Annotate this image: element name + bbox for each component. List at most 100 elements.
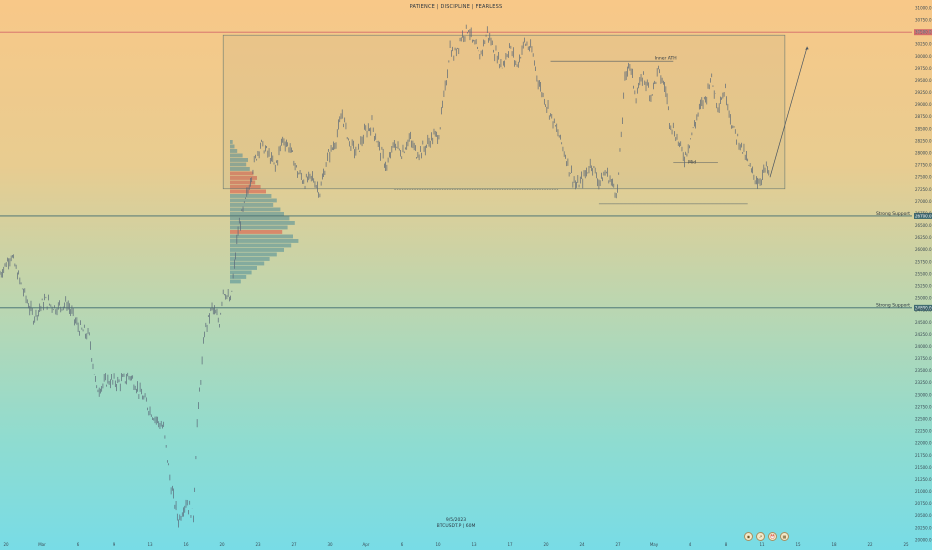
x-tick-label: 20 [3,542,9,547]
y-tick-label: 31000.0 [915,5,932,10]
y-tick-label: 29250.0 [915,90,932,95]
x-tick-label: 6 [401,542,404,547]
y-tick-label: 23000.0 [915,392,932,397]
y-tick-label: 25250.0 [915,283,932,288]
profile-bar [230,153,243,158]
y-tick-label: 27750.0 [915,163,932,168]
y-tick-label: 30500.0 [915,30,932,35]
x-tick-label: 6 [77,542,80,547]
y-tick-label: 21500.0 [915,465,932,470]
profile-bar [230,248,284,252]
y-tick-label: 24000.0 [915,344,932,349]
horizontal-levels: 30500.0 Strong Support 26700.0 Strong Suppo… [0,29,932,311]
x-tick-label: 17 [507,542,513,547]
y-tick-label: 24250.0 [915,332,932,337]
profile-bar [230,239,299,243]
share-icon[interactable]: ↗ [756,532,765,541]
y-tick-label: 22500.0 [915,416,932,421]
y-tick-label: 25500.0 [915,271,932,276]
chart-title: PATIENCE | DISCIPLINE | FEARLESS [409,4,503,10]
level-price-tag [914,212,932,219]
bottom-toolbar: ◉ ↗ ⏰ ▦ [744,532,789,541]
profile-bar [230,279,241,284]
x-tick-label: 8 [725,542,728,547]
x-tick-label: 16 [183,542,189,547]
y-tick-label: 20000.0 [915,537,932,542]
profile-bar [230,185,261,189]
y-tick-label: 22250.0 [915,429,932,434]
y-tick-label: 29000.0 [915,102,932,107]
profile-bar [230,176,257,180]
profile-bar [230,275,247,279]
profile-bar [230,216,290,221]
y-tick-label: 20750.0 [915,501,932,506]
projection-arrowhead [805,46,809,50]
y-tick-label: 24750.0 [915,308,932,313]
profile-bar [230,230,283,234]
x-tick-label: Mar [38,542,46,547]
symbol-label: BTCUSDT.P | 60M [436,524,476,529]
profile-bar [230,162,247,167]
date-label: 9/5/2023 [445,518,467,523]
camera-icon[interactable]: ◉ [744,532,753,541]
price-series [0,24,809,528]
x-tick-label: 13 [147,542,153,547]
x-tick-label: 18 [831,542,837,547]
y-tick-label: 25750.0 [915,259,932,264]
level-price-tag [914,304,932,311]
y-tick-label: 27500.0 [915,175,932,180]
range-box-rect [222,34,786,190]
inner-ath-label: Inner ATH [655,56,677,62]
y-tick-label: 29500.0 [915,78,932,83]
alert-icon[interactable]: ⏰ [768,532,777,541]
y-tick-label: 20500.0 [915,513,932,518]
y-tick-label: 25000.0 [915,296,932,301]
profile-bar [230,212,284,216]
profile-bar [230,266,257,270]
y-tick-label: 22750.0 [915,404,932,409]
x-tick-label: 4 [689,542,692,547]
level-price-tag-text: 26700.0 [915,213,932,218]
profile-bar [230,252,277,257]
profile-bar [230,158,248,162]
y-tick-label: 23750.0 [915,356,932,361]
profile-bar [230,140,233,144]
x-tick-label: 20 [219,542,225,547]
y-tick-label: 30750.0 [915,17,932,22]
y-tick-label: 20250.0 [915,525,932,530]
profile-bar [230,257,270,261]
y-tick-label: 24500.0 [915,320,932,325]
range-box: Inner ATH Mid [222,34,786,205]
x-tick-label: 11 [759,542,765,547]
x-tick-label: 24 [579,542,585,547]
level-price-tag-text: 30500.0 [915,30,932,35]
y-tick-label: 30250.0 [915,42,932,47]
y-tick-label: 21250.0 [915,477,932,482]
y-tick-label: 28750.0 [915,114,932,119]
y-tick-label: 26750.0 [915,211,932,216]
y-tick-label: 22000.0 [915,441,932,446]
x-tick-label: 13 [471,542,477,547]
profile-bar [230,261,265,266]
y-tick-label: 23500.0 [915,368,932,373]
y-tick-label: 27000.0 [915,199,932,204]
y-tick-label: 28000.0 [915,150,932,155]
profile-bar [230,225,288,230]
level-price-tag [914,29,932,36]
layout-icon[interactable]: ▦ [780,532,789,541]
profile-bar [230,167,250,171]
profile-bar [230,203,274,207]
y-tick-label: 26250.0 [915,235,932,240]
x-tick-label: 27 [291,542,297,547]
volume-profile [230,140,299,284]
profile-bar [230,207,281,212]
x-tick-label: 9 [113,542,116,547]
y-tick-label: 30000.0 [915,54,932,59]
y-tick-label: 28500.0 [915,126,932,131]
projection-arrow [769,46,808,178]
x-tick-label: May [650,542,659,547]
y-tick-label: 21000.0 [915,489,932,494]
x-tick-label: Apr [363,542,370,547]
